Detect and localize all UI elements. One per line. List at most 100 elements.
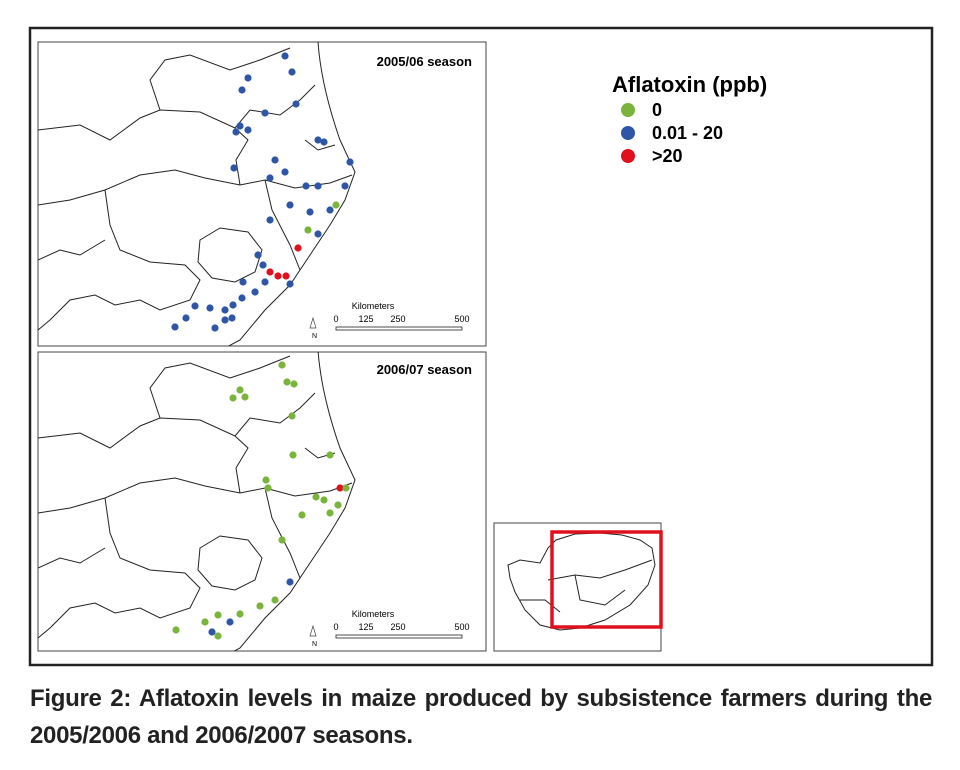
- legend-label: 0.01 - 20: [652, 123, 723, 143]
- sample-point: [278, 536, 286, 544]
- sample-point: [259, 261, 267, 269]
- legend-marker: [621, 149, 635, 163]
- sample-point: [228, 314, 236, 322]
- sample-point: [281, 52, 289, 60]
- sample-point: [208, 628, 216, 636]
- scale-tick-label: 0: [333, 622, 338, 632]
- scale-tick-label: 250: [390, 314, 405, 324]
- sample-point: [239, 278, 247, 286]
- scale-tick-label: 500: [454, 314, 469, 324]
- panel-title: 2005/06 season: [377, 54, 472, 69]
- sample-point: [320, 496, 328, 504]
- sample-point: [241, 393, 249, 401]
- sample-point: [266, 268, 274, 276]
- scale-unit: Kilometers: [352, 609, 395, 619]
- scale-unit: Kilometers: [352, 301, 395, 311]
- north-label: N: [312, 333, 317, 340]
- sample-point: [286, 280, 294, 288]
- panel-title: 2006/07 season: [377, 362, 472, 377]
- sample-point: [261, 109, 269, 117]
- sample-point: [226, 618, 234, 626]
- scale-tick-label: 250: [390, 622, 405, 632]
- sample-point: [289, 451, 297, 459]
- sample-point: [332, 201, 340, 209]
- sample-point: [221, 306, 229, 314]
- sample-points: [171, 52, 354, 332]
- scale-bar: [335, 326, 463, 331]
- sample-point: [298, 511, 306, 519]
- sample-point: [266, 216, 274, 224]
- panel-annotations: 2005/06 season Kilometers 0 125 250 500 N 2006/…: [309, 54, 472, 648]
- map-panel: [37, 351, 487, 652]
- sample-point: [334, 501, 342, 509]
- north-arrow: [309, 316, 317, 329]
- sample-point: [326, 451, 334, 459]
- sample-point: [278, 361, 286, 369]
- sample-point: [326, 206, 334, 214]
- sample-point: [238, 294, 246, 302]
- sample-point: [238, 86, 246, 94]
- sample-point: [182, 314, 190, 322]
- sample-point: [286, 201, 294, 209]
- sample-point: [221, 316, 229, 324]
- sample-point: [282, 272, 290, 280]
- legend-marker: [621, 103, 635, 117]
- sample-point: [244, 74, 252, 82]
- sample-point: [302, 182, 310, 190]
- legend-marker: [621, 126, 635, 140]
- sample-point: [211, 324, 219, 332]
- sample-point: [266, 174, 274, 182]
- sample-point: [229, 301, 237, 309]
- sample-point: [214, 632, 222, 640]
- sample-point: [281, 168, 289, 176]
- sample-point: [290, 380, 298, 388]
- sample-point: [172, 626, 180, 634]
- sample-point: [314, 136, 322, 144]
- scale-tick-label: 500: [454, 622, 469, 632]
- figure-caption: Figure 2: Aflatoxin levels in maize prod…: [30, 685, 932, 749]
- sample-point: [201, 618, 209, 626]
- sample-point: [171, 323, 179, 331]
- sample-point: [286, 578, 294, 586]
- legend-label: 0: [652, 100, 662, 120]
- figure: 2005/06 season Kilometers 0 125 250 500 N 2006/…: [28, 26, 934, 667]
- sample-point: [314, 230, 322, 238]
- sample-point: [229, 394, 237, 402]
- legend-label: >20: [652, 146, 683, 166]
- sample-point: [236, 122, 244, 130]
- sample-point: [271, 156, 279, 164]
- sample-point: [312, 493, 320, 501]
- sample-point: [342, 484, 350, 492]
- sample-point: [271, 596, 279, 604]
- sample-point: [262, 476, 270, 484]
- sample-point: [341, 182, 349, 190]
- scale-tick-label: 0: [333, 314, 338, 324]
- sample-point: [288, 412, 296, 420]
- sample-point: [214, 611, 222, 619]
- legend-title: Aflatoxin (ppb): [612, 72, 767, 97]
- sample-point: [304, 226, 312, 234]
- sample-point: [314, 182, 322, 190]
- sample-point: [251, 288, 259, 296]
- sample-point: [206, 304, 214, 312]
- legend: Aflatoxin (ppb) 0 0.01 - 20 >20: [612, 72, 767, 166]
- sample-point: [283, 378, 291, 386]
- sample-point: [336, 484, 344, 492]
- sample-point: [230, 164, 238, 172]
- map-panel: [37, 41, 487, 347]
- sample-point: [256, 602, 264, 610]
- sample-point: [346, 158, 354, 166]
- north-label: N: [312, 641, 317, 648]
- sample-point: [326, 509, 334, 517]
- sample-point: [244, 126, 252, 134]
- sample-point: [294, 244, 302, 252]
- inset-map: [493, 522, 663, 652]
- scale-tick-label: 125: [358, 622, 373, 632]
- sample-point: [320, 138, 328, 146]
- sample-point: [292, 100, 300, 108]
- scale-tick-label: 125: [358, 314, 373, 324]
- sample-point: [274, 272, 282, 280]
- north-arrow: [309, 624, 317, 637]
- sample-points: [172, 361, 350, 640]
